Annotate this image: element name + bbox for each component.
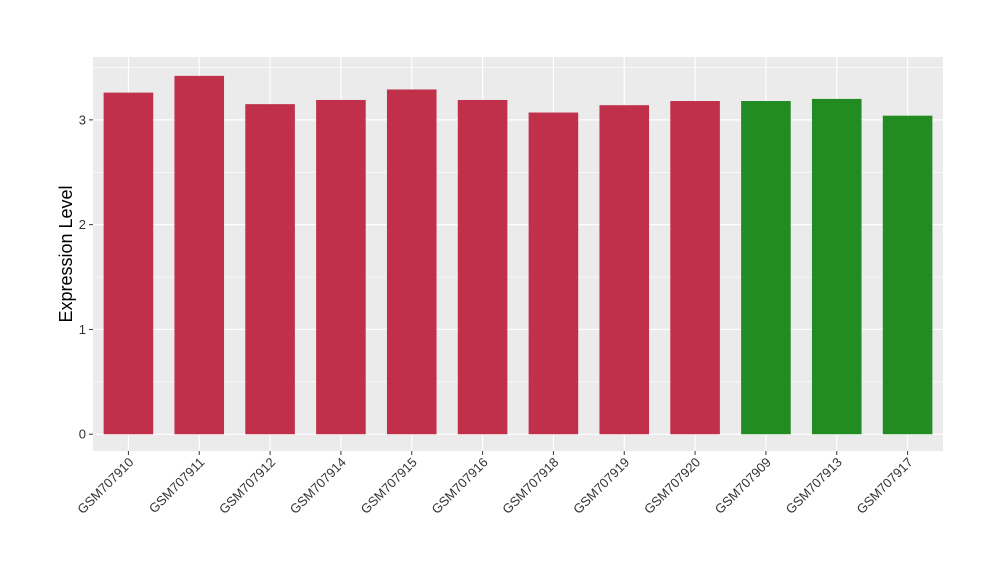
- y-tick-label: 0: [79, 427, 86, 442]
- x-tick-label: GSM707917: [853, 455, 915, 517]
- bar-GSM707910: [103, 92, 154, 435]
- y-axis: 0 1 2 3: [79, 112, 93, 442]
- y-tick-label: 3: [79, 112, 86, 127]
- bar-GSM707916: [457, 99, 508, 435]
- bar-GSM707911: [174, 75, 225, 435]
- y-axis-title: Expression Level: [56, 185, 76, 322]
- x-tick-label: GSM707918: [499, 455, 561, 517]
- chart-panel: [93, 57, 943, 451]
- x-tick-label: GSM707914: [287, 455, 349, 517]
- x-tick-label: GSM707920: [641, 455, 703, 517]
- bar-GSM707919: [599, 105, 650, 435]
- y-tick-label: 2: [79, 217, 86, 232]
- x-tick-label: GSM707915: [358, 455, 420, 517]
- y-tick-label: 1: [79, 322, 86, 337]
- x-tick-label: GSM707910: [74, 455, 136, 517]
- x-axis: GSM707910 GSM707911 GSM707912 GSM707914 GSM7…: [74, 451, 916, 517]
- bar-GSM707912: [245, 104, 295, 435]
- bar-GSM707909: [741, 101, 791, 435]
- bar-GSM707918: [528, 112, 579, 435]
- x-tick-label: GSM707916: [428, 455, 490, 517]
- bars: [103, 75, 933, 435]
- bar-GSM707913: [811, 98, 862, 435]
- x-tick-label: GSM707919: [570, 455, 632, 517]
- bar-GSM707915: [386, 89, 437, 435]
- bar-GSM707917: [882, 115, 933, 435]
- x-tick-label: GSM707912: [216, 455, 278, 517]
- x-tick-label: GSM707913: [783, 455, 845, 517]
- bar-GSM707914: [316, 99, 366, 435]
- x-tick-label: GSM707911: [146, 455, 208, 517]
- x-tick-label: GSM707909: [712, 455, 774, 517]
- bar-GSM707920: [670, 101, 720, 435]
